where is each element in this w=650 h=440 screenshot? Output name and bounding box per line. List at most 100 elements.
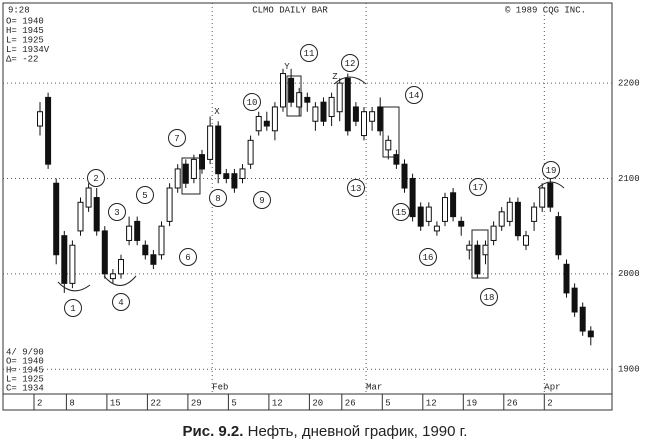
candle-body [142, 244, 149, 256]
candle-body [320, 101, 327, 122]
caption-number: Рис. 9.2. [183, 423, 244, 440]
x-tick-label: 8 [69, 398, 74, 408]
candle-body [466, 244, 473, 251]
candle-body [215, 125, 222, 175]
annotation-circle [112, 293, 130, 311]
candle-body [563, 263, 570, 294]
footer-info-line: L= 1925 [6, 374, 44, 384]
y-tick-label: 2200 [618, 78, 640, 88]
annotation-label: 6 [185, 253, 190, 263]
candle-body [37, 111, 43, 127]
candle-body [377, 106, 384, 132]
candle-body [190, 158, 197, 179]
annotation-label: 4 [118, 298, 123, 308]
candle-body [288, 77, 295, 103]
caption-text: Нефть, дневной график, 1990 г. [248, 423, 468, 440]
annotation-circle [469, 178, 487, 196]
pattern-arc [103, 275, 137, 286]
candle-body [490, 225, 497, 241]
candle-body [263, 120, 270, 127]
info-line: Δ= -22 [6, 54, 38, 64]
pattern-box [471, 229, 489, 279]
candle-body [442, 197, 448, 222]
month-label: Mar [366, 382, 382, 392]
x-tick-label: 29 [191, 398, 202, 408]
candle-body [69, 244, 76, 284]
candle-body [587, 330, 594, 338]
candle-body [555, 216, 562, 256]
y-tick-label: 1900 [618, 365, 640, 375]
candle-body [474, 244, 481, 275]
candle-body [134, 220, 141, 241]
candle-body [182, 163, 189, 184]
info-line: L= 1934V [6, 45, 50, 55]
x-tick-label: 20 [312, 398, 323, 408]
annotation-label: 19 [546, 166, 557, 176]
candle-body [158, 225, 165, 256]
x-tick-label: 15 [110, 398, 121, 408]
footer-date: 4/ 9/90 [6, 347, 44, 357]
x-tick-label: 12 [426, 398, 437, 408]
candle-body [336, 82, 343, 113]
candle-body [271, 106, 278, 132]
candle-body [571, 287, 578, 313]
candle-body [304, 96, 311, 103]
candle-body [93, 197, 100, 232]
y-tick-label: 2100 [618, 174, 640, 184]
candle-body [579, 306, 586, 332]
candle-body [109, 273, 116, 280]
pattern-arc [333, 76, 367, 85]
annotation-circle [347, 179, 365, 197]
annotation-circle [243, 93, 261, 111]
pattern-arc [537, 181, 565, 189]
candle-body [296, 92, 303, 108]
annotation-circle [405, 86, 423, 104]
candle-body [352, 106, 359, 122]
candle-body [150, 254, 157, 265]
candle-body [361, 111, 367, 137]
candle-body [539, 187, 546, 208]
annotation-circle [179, 248, 197, 266]
annotation-circle [480, 288, 498, 306]
candle-body [77, 201, 84, 232]
annotation-circle [419, 248, 437, 266]
x-tick-label: 12 [272, 398, 283, 408]
annotation-label: 3 [114, 208, 119, 218]
month-label: Apr [544, 382, 560, 392]
x-tick-label: 19 [466, 398, 477, 408]
candle-body [231, 173, 238, 189]
candle-body [506, 201, 513, 222]
candle-body [312, 106, 319, 122]
footer-info-line: C= 1934 [6, 383, 44, 393]
candle-body [239, 168, 246, 179]
candle-body [344, 77, 351, 132]
time: 9:28 [8, 5, 30, 15]
info-line: O= 1940 [6, 16, 44, 26]
annotation-label: X [214, 107, 220, 117]
footer-info-line: H= 1945 [6, 365, 44, 375]
candle-body [223, 173, 230, 179]
candle-body [101, 230, 108, 275]
annotation-label: Y [284, 62, 290, 72]
annotation-label: 11 [304, 49, 315, 59]
candle-body [425, 206, 432, 222]
annotation-circle [300, 44, 318, 62]
candle-body [417, 206, 424, 227]
candle-body [531, 206, 538, 222]
candle-body [166, 187, 173, 222]
chart-title: CLMO DAILY BAR [252, 5, 328, 15]
x-tick-label: 26 [345, 398, 356, 408]
annotation-label: 18 [484, 293, 495, 303]
annotation-label: 1 [70, 304, 75, 314]
annotation-label: 16 [423, 253, 434, 263]
candle-body [393, 154, 400, 165]
candle-body [61, 235, 68, 284]
y-tick-label: 2000 [618, 269, 640, 279]
annotation-label: 12 [345, 59, 356, 69]
x-tick-label: 2 [37, 398, 42, 408]
annotation-circle [108, 203, 126, 221]
candle-body [401, 163, 408, 189]
candle-body [547, 182, 554, 208]
